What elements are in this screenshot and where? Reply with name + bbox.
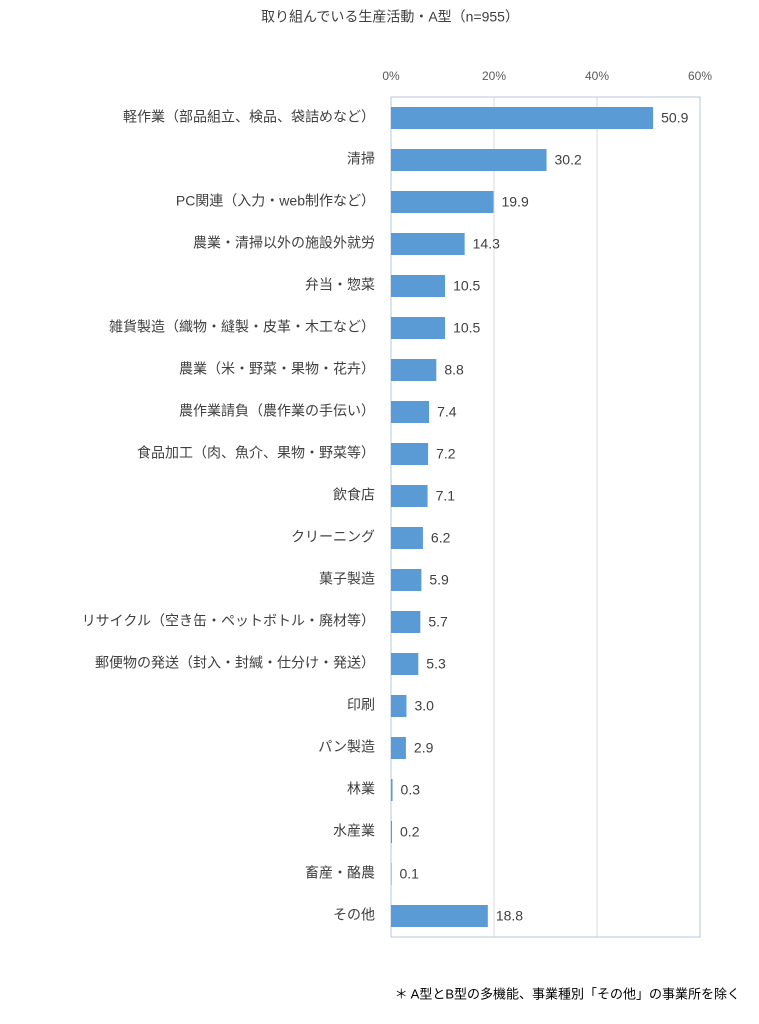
value-label: 30.2: [555, 152, 582, 168]
y-tick-label: 弁当・惣菜: [305, 277, 375, 293]
y-tick-label: 林業: [347, 781, 375, 797]
bar: [391, 863, 392, 885]
bar: [391, 359, 437, 381]
value-label: 0.2: [400, 824, 420, 840]
value-label: 7.4: [437, 404, 457, 420]
bar: [391, 233, 465, 255]
value-label: 2.9: [414, 740, 434, 756]
bar: [391, 443, 429, 465]
value-label: 0.3: [401, 782, 421, 798]
value-label: 5.3: [426, 656, 446, 672]
y-tick-label: その他: [333, 907, 375, 923]
value-label: 50.9: [661, 110, 688, 126]
y-tick-label: 菓子製造: [319, 571, 375, 587]
x-tick-label: 40%: [585, 69, 609, 83]
value-label: 0.1: [400, 866, 420, 882]
y-tick-label: PC関連（入力・web制作など）: [176, 193, 375, 209]
bar: [391, 485, 428, 507]
bar: [391, 401, 430, 423]
value-label: 10.5: [453, 278, 480, 294]
x-tick-label: 20%: [482, 69, 506, 83]
y-tick-label: 清掃: [347, 151, 375, 167]
bar: [391, 653, 419, 675]
y-tick-label: 印刷: [347, 697, 375, 713]
value-label: 19.9: [501, 194, 528, 210]
chart-title: 取り組んでいる生産活動・A型（n=955）: [261, 9, 519, 25]
x-tick-label: 0%: [382, 69, 400, 83]
value-label: 3.0: [414, 698, 434, 714]
bar: [391, 569, 422, 591]
bar: [391, 695, 407, 717]
value-label: 8.8: [444, 362, 464, 378]
bar: [391, 905, 488, 927]
bar: [391, 527, 423, 549]
bar: [391, 107, 654, 129]
y-tick-label: 軽作業（部品組立、検品、袋詰めなど）: [123, 109, 375, 125]
y-tick-label: 農業・清掃以外の施設外就労: [193, 235, 375, 251]
y-tick-label: 食品加工（肉、魚介、果物・野菜等）: [137, 445, 375, 461]
value-label: 7.1: [436, 488, 456, 504]
bar: [391, 779, 393, 801]
bar: [391, 275, 446, 297]
y-tick-label: クリーニング: [291, 529, 375, 545]
y-tick-label: 水産業: [333, 823, 375, 839]
y-tick-label: 飲食店: [333, 487, 375, 503]
y-tick-label: リサイクル（空き缶・ペットボトル・廃材等）: [82, 613, 375, 629]
footnote: ＊ A型とB型の多機能、事業種別「その他」の事業所を除く: [395, 986, 740, 1001]
value-label: 7.2: [436, 446, 456, 462]
bar: [391, 611, 421, 633]
y-tick-label: 農作業請負（農作業の手伝い）: [179, 403, 375, 419]
value-label: 5.9: [429, 572, 449, 588]
plot-border: [390, 96, 701, 938]
y-tick-label: 畜産・酪農: [305, 865, 375, 881]
bar: [391, 737, 406, 759]
y-tick-label: 農業（米・野菜・果物・花卉）: [179, 361, 375, 377]
y-tick-label: 雑貨製造（織物・縫製・皮革・木工など）: [109, 319, 375, 335]
value-label: 10.5: [453, 320, 480, 336]
bar: [391, 191, 494, 213]
bar: [391, 821, 393, 843]
value-label: 14.3: [473, 236, 500, 252]
y-tick-label: 郵便物の発送（封入・封緘・仕分け・発送）: [95, 655, 375, 671]
x-tick-label: 60%: [688, 69, 712, 83]
bar: [391, 149, 547, 171]
value-label: 6.2: [431, 530, 451, 546]
y-tick-label: パン製造: [318, 739, 375, 755]
bar: [391, 317, 446, 339]
value-label: 5.7: [428, 614, 448, 630]
value-label: 18.8: [496, 908, 523, 924]
